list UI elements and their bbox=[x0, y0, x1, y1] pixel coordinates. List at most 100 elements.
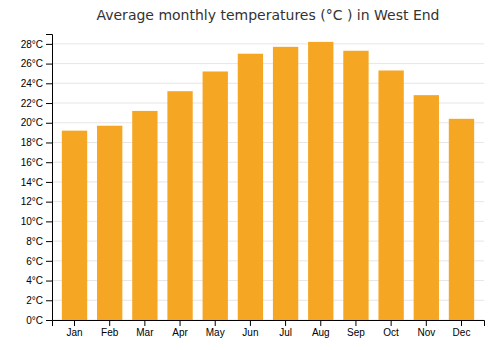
tick: Nov bbox=[417, 320, 435, 338]
tick-mark bbox=[46, 64, 52, 65]
tick-mark bbox=[320, 320, 321, 326]
bar bbox=[343, 51, 368, 320]
tick-label: Nov bbox=[417, 327, 435, 338]
tick: Jun bbox=[242, 320, 258, 338]
tick-mark bbox=[46, 142, 52, 143]
tick-label: 28°C bbox=[21, 39, 43, 50]
bar bbox=[449, 119, 474, 320]
tick: 10°C bbox=[21, 216, 52, 227]
tick-label: Jan bbox=[66, 327, 82, 338]
bar bbox=[132, 111, 157, 320]
bar bbox=[97, 126, 122, 320]
tick-mark bbox=[46, 182, 52, 183]
tick: 2°C bbox=[26, 295, 52, 306]
tick-mark bbox=[46, 261, 52, 262]
tick-mark bbox=[46, 103, 52, 104]
tick: Jan bbox=[66, 320, 82, 338]
tick: Jul bbox=[279, 320, 292, 338]
tick: Dec bbox=[453, 320, 471, 338]
tick-label: Jul bbox=[279, 327, 292, 338]
chart: 0°C 2°C 4°C 6°C 8°C 10°C 12°C 14°C 16°C 18°C 20°C 2… bbox=[0, 0, 500, 350]
tick-label: Feb bbox=[101, 327, 119, 338]
tick-mark bbox=[74, 320, 75, 326]
tick: Oct bbox=[383, 320, 399, 338]
tick: 28°C bbox=[21, 39, 52, 50]
tick-mark bbox=[46, 202, 52, 203]
tick-label: 22°C bbox=[21, 98, 43, 109]
tick-label: 26°C bbox=[21, 58, 43, 69]
tick: May bbox=[206, 320, 225, 338]
tick: 22°C bbox=[21, 98, 52, 109]
bar bbox=[203, 71, 228, 320]
bar bbox=[238, 54, 263, 320]
axis-line bbox=[53, 321, 485, 327]
tick-mark bbox=[46, 44, 52, 45]
tick: 20°C bbox=[21, 117, 52, 128]
tick-mark bbox=[109, 320, 110, 326]
tick: 24°C bbox=[21, 78, 52, 89]
tick-label: Aug bbox=[312, 327, 330, 338]
tick: Aug bbox=[312, 320, 330, 338]
bar bbox=[414, 95, 439, 320]
tick: 8°C bbox=[26, 236, 52, 247]
tick-mark bbox=[46, 241, 52, 242]
tick-label: Mar bbox=[136, 327, 154, 338]
tick: 4°C bbox=[26, 275, 52, 286]
tick: 6°C bbox=[26, 256, 52, 267]
tick-mark bbox=[46, 300, 52, 301]
x-axis: Jan Feb Mar Apr May Jun Jul Aug Sep Oct Nov Dec bbox=[53, 320, 485, 338]
tick: 26°C bbox=[21, 58, 52, 69]
tick: 16°C bbox=[21, 157, 52, 168]
tick-mark bbox=[355, 320, 356, 326]
tick: Apr bbox=[172, 320, 188, 338]
tick-label: Oct bbox=[383, 327, 399, 338]
plot: 0°C 2°C 4°C 6°C 8°C 10°C 12°C 14°C 16°C 18°C 20°C 2… bbox=[21, 35, 485, 339]
grid-line bbox=[52, 83, 484, 84]
tick-mark bbox=[46, 83, 52, 84]
tick-label: 4°C bbox=[26, 275, 43, 286]
bar bbox=[308, 42, 333, 320]
tick-label: 20°C bbox=[21, 117, 43, 128]
tick-label: 16°C bbox=[21, 157, 43, 168]
tick: 0°C bbox=[26, 315, 52, 326]
tick-label: 10°C bbox=[21, 216, 43, 227]
bar bbox=[62, 131, 87, 320]
tick-label: Dec bbox=[453, 327, 471, 338]
tick: Sep bbox=[347, 320, 365, 338]
tick-mark bbox=[215, 320, 216, 326]
tick-mark bbox=[391, 320, 392, 326]
grid-line bbox=[52, 43, 484, 44]
tick-label: Sep bbox=[347, 327, 365, 338]
bar bbox=[167, 91, 192, 320]
tick-label: 12°C bbox=[21, 196, 43, 207]
tick: Mar bbox=[136, 320, 154, 338]
tick-mark bbox=[46, 221, 52, 222]
tick-label: 0°C bbox=[26, 315, 43, 326]
tick: Feb bbox=[101, 320, 119, 338]
tick-label: May bbox=[206, 327, 225, 338]
axis-line bbox=[46, 35, 53, 321]
tick-mark bbox=[144, 320, 145, 326]
bar bbox=[273, 47, 298, 320]
grid-line bbox=[52, 63, 484, 64]
tick-mark bbox=[46, 320, 52, 321]
tick-mark bbox=[46, 162, 52, 163]
bars bbox=[62, 42, 474, 320]
tick-label: Jun bbox=[242, 327, 258, 338]
tick-label: 24°C bbox=[21, 78, 43, 89]
y-axis: 0°C 2°C 4°C 6°C 8°C 10°C 12°C 14°C 16°C 18°C 20°C 2… bbox=[21, 35, 53, 326]
grid bbox=[52, 44, 484, 320]
tick: 18°C bbox=[21, 137, 52, 148]
tick-mark bbox=[46, 281, 52, 282]
tick-label: 6°C bbox=[26, 256, 43, 267]
tick-mark bbox=[426, 320, 427, 326]
title: Average monthly temperatures (°C ) in We… bbox=[96, 7, 439, 23]
tick: 12°C bbox=[21, 196, 52, 207]
tick-mark bbox=[285, 320, 286, 326]
tick: 14°C bbox=[21, 177, 52, 188]
tick-mark bbox=[180, 320, 181, 326]
tick-mark bbox=[461, 320, 462, 326]
tick-label: 14°C bbox=[21, 177, 43, 188]
tick-label: 8°C bbox=[26, 236, 43, 247]
tick-mark bbox=[250, 320, 251, 326]
